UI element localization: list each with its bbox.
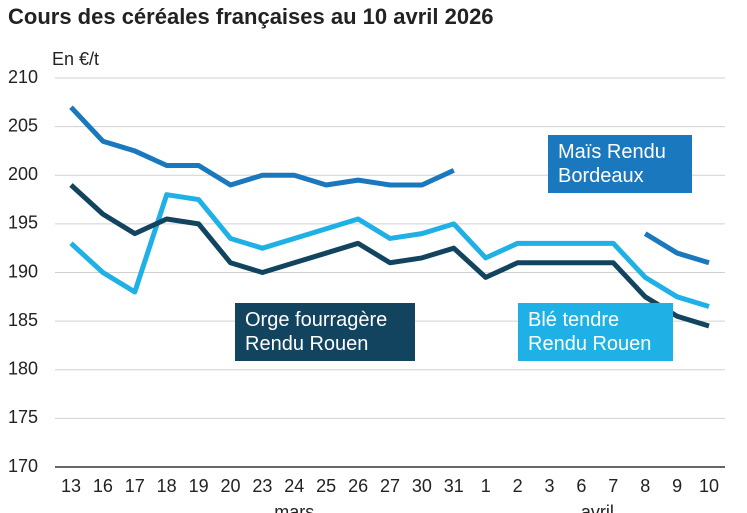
- x-tick-label: 10: [699, 476, 719, 496]
- legend-label: Orge fourragère Rendu Rouen: [235, 303, 415, 361]
- x-tick-label: 1: [481, 476, 491, 496]
- x-tick-label: 16: [93, 476, 113, 496]
- y-tick-label: 180: [8, 359, 38, 379]
- series-line: [69, 105, 710, 266]
- chart-title: Cours des céréales françaises au 10 avri…: [8, 4, 494, 29]
- y-tick-label: 205: [8, 115, 38, 135]
- x-tick-label: 25: [316, 476, 336, 496]
- y-tick-label: 195: [8, 213, 38, 233]
- x-tick-label: 8: [640, 476, 650, 496]
- x-tick-label: 6: [576, 476, 586, 496]
- x-tick-label: 17: [125, 476, 145, 496]
- y-tick-label: 170: [8, 456, 38, 476]
- x-tick-label: 27: [380, 476, 400, 496]
- y-tick-label: 210: [8, 67, 38, 87]
- y-tick-label: 175: [8, 407, 38, 427]
- x-tick-label: 9: [672, 476, 682, 496]
- x-tick-label: 3: [544, 476, 554, 496]
- y-tick-label: 200: [8, 164, 38, 184]
- x-tick-label: 23: [252, 476, 272, 496]
- y-tick-label: 190: [8, 261, 38, 281]
- x-tick-label: 26: [348, 476, 368, 496]
- x-tick-label: 20: [220, 476, 240, 496]
- series-line: [69, 192, 710, 309]
- x-tick-label: 7: [608, 476, 618, 496]
- legend-label: Blé tendre Rendu Rouen: [518, 303, 673, 361]
- x-tick-label: 31: [444, 476, 464, 496]
- x-tick-label: 24: [284, 476, 304, 496]
- month-label: avril: [581, 502, 614, 513]
- series-line: [69, 183, 710, 329]
- legend-label: Maïs Rendu Bordeaux: [548, 135, 692, 193]
- x-tick-label: 2: [513, 476, 523, 496]
- y-tick-label: 185: [8, 310, 38, 330]
- x-tick-label: 19: [189, 476, 209, 496]
- x-tick-label: 18: [157, 476, 177, 496]
- y-axis-label: En €/t: [52, 49, 99, 69]
- month-label: mars: [274, 502, 314, 513]
- x-tick-label: 30: [412, 476, 432, 496]
- x-tick-label: 13: [61, 476, 81, 496]
